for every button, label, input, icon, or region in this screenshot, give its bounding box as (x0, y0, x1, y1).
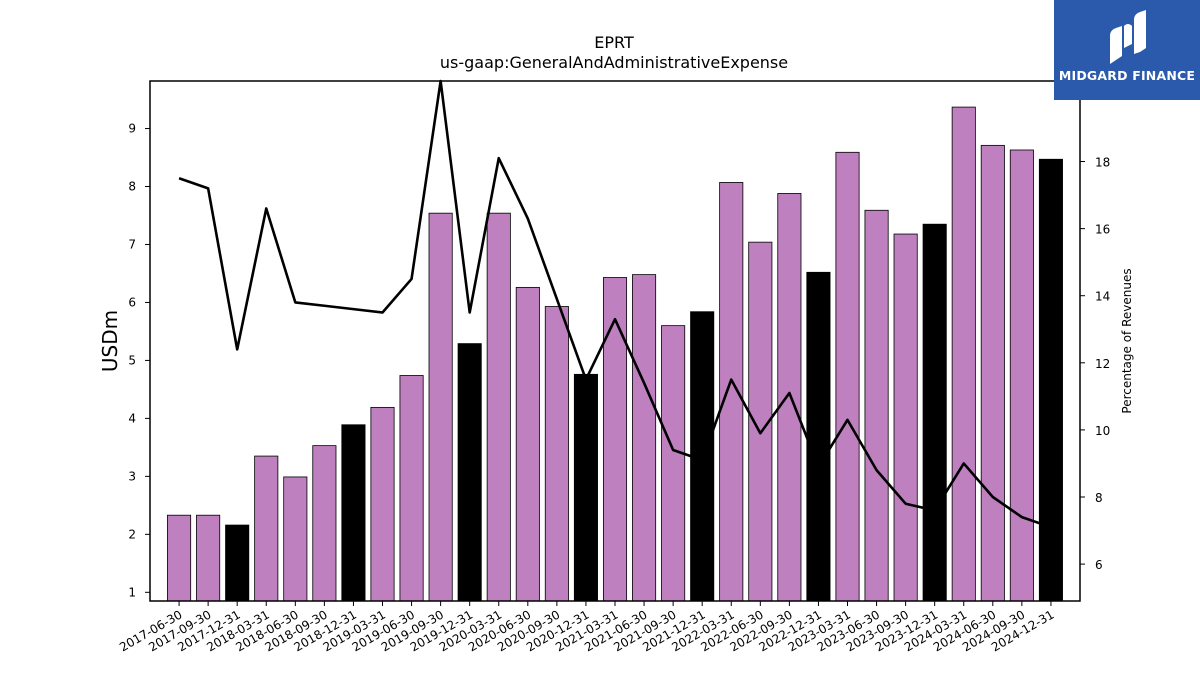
bar-2018-06-30 (283, 476, 308, 602)
bar-2019-03-31 (370, 406, 395, 602)
bar-2023-06-30 (864, 209, 889, 602)
bar-2020-12-31 (573, 373, 598, 602)
bar-2019-12-31 (457, 343, 482, 602)
bar-2023-09-30 (893, 233, 918, 602)
y-tick-label: 7 (128, 237, 136, 251)
bar-series (167, 106, 1063, 602)
bar-2023-12-31 (922, 223, 947, 602)
y-tick-label: 2 (128, 527, 136, 541)
bar-2018-09-30 (312, 445, 337, 602)
y-tick-label: 6 (128, 295, 136, 309)
bar-2020-06-30 (515, 286, 540, 602)
y-tick-label: 1 (128, 585, 136, 599)
y2-tick-label: 10 (1095, 424, 1110, 438)
y2-tick-label: 8 (1095, 491, 1103, 505)
bar-2017-12-31 (225, 524, 250, 602)
percentage-line (178, 79, 1052, 529)
bar-2021-06-30 (632, 274, 657, 602)
bar-2017-09-30 (196, 514, 221, 602)
bar-2023-03-31 (835, 151, 860, 602)
y-axis-right: 6 8 10 12 14 16 18 (1080, 156, 1110, 572)
midgard-finance-logo: MIDGARD FINANCE (1054, 0, 1200, 100)
y-tick-label: 3 (128, 469, 136, 483)
line-series (178, 79, 1052, 529)
y2-tick-label: 12 (1095, 357, 1110, 371)
bar-2024-06-30 (980, 144, 1005, 602)
y-tick-label: 4 (128, 411, 136, 425)
bar-2022-12-31 (806, 271, 831, 602)
bar-2021-03-31 (602, 277, 628, 602)
y2-tick-label: 18 (1095, 156, 1110, 170)
y-axis-left: 1 2 3 4 5 6 7 8 9 (128, 122, 150, 599)
y-tick-label: 5 (128, 353, 136, 367)
y-tick-label: 8 (128, 180, 136, 194)
bar-2022-09-30 (777, 193, 802, 602)
bar-2019-09-30 (428, 212, 453, 602)
chart-subtitle: us-gaap:GeneralAndAdministrativeExpense (440, 53, 788, 72)
bar-2024-09-30 (1009, 149, 1034, 602)
bar-2020-03-31 (486, 212, 511, 602)
y2-tick-label: 6 (1095, 558, 1103, 572)
bar-2018-03-31 (254, 455, 279, 602)
bar-2018-12-31 (341, 424, 366, 602)
chart-title: EPRT (594, 33, 634, 52)
bar-2024-03-31 (951, 106, 976, 602)
y2-tick-label: 14 (1095, 290, 1110, 304)
midgard-logo-icon (1110, 10, 1146, 64)
bar-2021-09-30 (661, 325, 686, 602)
bar-2022-03-31 (719, 182, 744, 602)
y2-tick-label: 16 (1095, 223, 1110, 237)
y-axis-label: USDm (98, 310, 122, 372)
bar-2019-06-30 (399, 375, 424, 602)
y-tick-label: 9 (128, 122, 136, 136)
bar-2017-06-30 (167, 514, 192, 602)
x-axis: 2017-06-302017-09-302017-12-312018-03-31… (117, 601, 1056, 654)
bar-2020-09-30 (544, 306, 569, 602)
y2-axis-label: Percentage of Revenues (1120, 268, 1134, 413)
logo-brand-text: MIDGARD FINANCE (1058, 68, 1196, 83)
bar-2024-12-31 (1038, 158, 1063, 602)
